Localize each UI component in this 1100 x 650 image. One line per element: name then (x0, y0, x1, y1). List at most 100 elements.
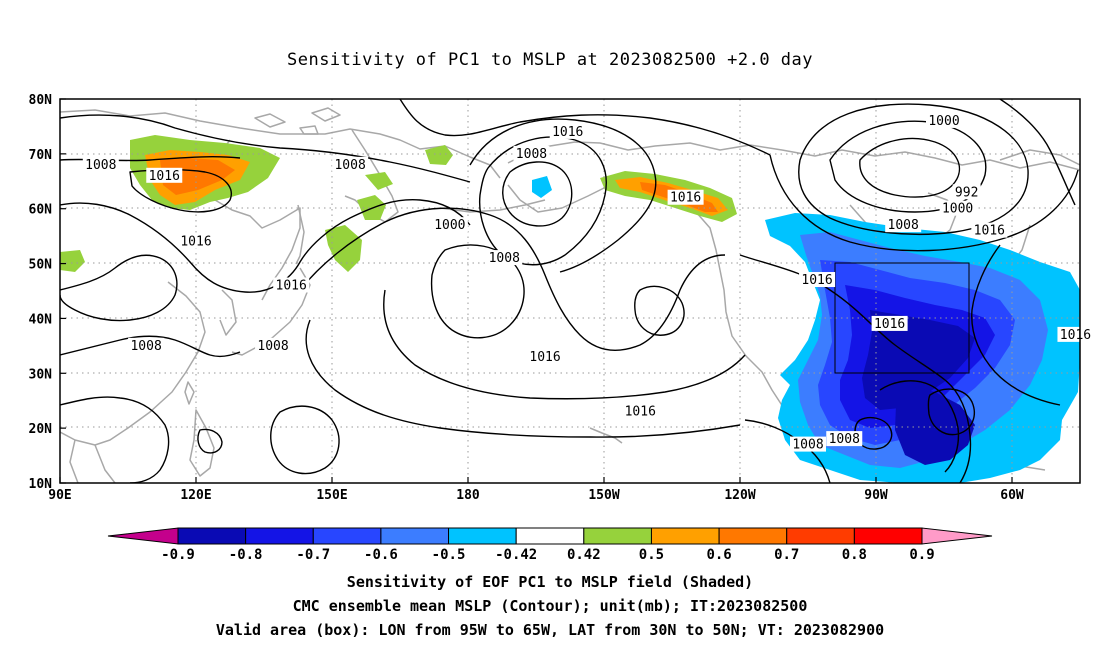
contour-label: 1016 (529, 350, 560, 365)
contour-label-bg (971, 222, 1008, 238)
colorbar-label: -0.7 (296, 547, 330, 563)
lat-tick-label: 40N (29, 312, 53, 327)
colorbar-swatch (448, 527, 517, 545)
contour-label-bg (826, 431, 863, 447)
contour-label-bg (871, 315, 908, 331)
shade-green-chukotka (365, 172, 393, 190)
lon-tick-label: 90W (864, 488, 888, 503)
lon-tick-label: 90E (48, 488, 71, 503)
colorbar-label: -0.6 (364, 547, 398, 563)
lat-tick-label: 30N (29, 367, 53, 382)
contour-1016-north (399, 99, 771, 156)
contour-label: 1016 (552, 125, 583, 140)
contour-1016-south-pacific (305, 319, 741, 438)
contour-label: 992 (955, 185, 978, 200)
colorbar-high-arrow (921, 527, 993, 545)
coastline-arctic-canada (749, 144, 1080, 171)
contour-label-bg (790, 436, 826, 452)
contour-label-bg (128, 337, 165, 353)
sensitivity-shading (60, 135, 1080, 483)
contour-label-bg (885, 217, 922, 233)
coastline-indochina (69, 439, 116, 483)
contour-1008-gulf (854, 416, 893, 450)
contour-label-bg (549, 123, 586, 139)
lat-tick-label: 70N (29, 148, 53, 163)
axis-labels: 90E 120E 150E 180 150W 120W 90W 60W 80N 70N 60N 50N… (29, 93, 1024, 503)
colorbar-swatch (515, 527, 585, 545)
colorbar-label: 0.5 (639, 547, 664, 563)
caption-line-3: Valid area (box): LON from 95W to 65W, L… (215, 621, 885, 639)
lat-tick-label: 80N (29, 93, 53, 108)
contour-label: 1016 (276, 279, 307, 294)
contour-label: 1000 (928, 114, 959, 129)
colorbar-swatch (786, 527, 855, 545)
contour-992-arctic-low (859, 137, 961, 198)
contour-1008-central (60, 335, 241, 358)
contour-label: 1008 (85, 158, 116, 173)
coastline-korea (219, 289, 237, 336)
contour-1016-west-pacific-circle (270, 405, 340, 475)
contour-label-bg (82, 156, 119, 172)
colorbar-swatch (583, 527, 652, 545)
contour-label-bg (799, 272, 836, 288)
colorbar-swatch (177, 527, 247, 545)
lon-tick-label: 150W (588, 488, 619, 503)
colorbar-label: 0.7 (774, 547, 799, 563)
contour-label: 1008 (257, 339, 288, 354)
colorbar-swatch (650, 527, 720, 545)
contour-label-bg (486, 250, 523, 266)
colorbar-label: -0.8 (229, 547, 263, 563)
colorbar-swatch (380, 527, 450, 545)
contour-1016-east-pacific-high (634, 285, 685, 336)
colorbar: -0.9 -0.8 -0.7 -0.6 -0.5 -0.42 0.42 0.5 0.6 0.7 0.… (107, 527, 993, 563)
contour-label-bg (513, 145, 550, 161)
contour-label: 1016 (801, 273, 832, 288)
contour-1000-arctic-low (829, 120, 987, 213)
contour-1008-caribbean (879, 380, 960, 473)
colorbar-label: -0.9 (161, 547, 195, 563)
contour-label-bg (622, 403, 659, 419)
contour-label: 1008 (888, 218, 919, 233)
contour-label: 1016 (625, 405, 656, 420)
shade-navy-gulf (895, 385, 975, 465)
contour-label: 1016 (149, 169, 180, 184)
colorbar-swatch (853, 527, 923, 545)
contour-label: 1008 (489, 251, 520, 266)
contour-label-bg (952, 184, 981, 200)
contour-label-bg (178, 233, 214, 249)
contour-label-bg (332, 156, 369, 172)
contour-1008-low-sea (197, 428, 223, 454)
shade-green-bering (425, 145, 453, 165)
contour-label: 1008 (334, 158, 365, 173)
plot-frame (59, 98, 1081, 484)
contour-label-bg (255, 337, 292, 353)
colorbar-label: 0.9 (909, 547, 934, 563)
lat-tick-label: 20N (29, 422, 53, 437)
contour-label: 1008 (516, 147, 547, 162)
lat-tick-label: 50N (29, 258, 53, 273)
contour-1016-big-high (299, 207, 726, 351)
contour-1016-atlantic (971, 244, 1061, 406)
caption-line-2: CMC ensemble mean MSLP (Contour); unit(m… (292, 597, 808, 615)
coastline-aleutians (439, 199, 546, 213)
contour-1000-east (999, 99, 1076, 206)
contour-label-bg (146, 167, 183, 183)
colorbar-label: 0.6 (706, 547, 731, 563)
shade-green-okhotsk (357, 195, 386, 220)
shade-red-siberia (160, 158, 235, 195)
contour-label-bg (926, 112, 962, 128)
shade-cyan-pacific (532, 176, 552, 198)
contour-label: 1000 (434, 218, 465, 233)
contour-label: 1000 (942, 202, 973, 217)
contour-1016-inner (383, 289, 746, 400)
contour-label: 1008 (130, 339, 161, 354)
contour-1008-taiwan (60, 396, 170, 483)
contour-label-bg (273, 277, 310, 293)
colorbar-swatch (718, 527, 788, 545)
lat-tick-label: 60N (29, 203, 53, 218)
lon-tick-label: 150E (316, 488, 347, 503)
colorbar-swatch (312, 527, 382, 545)
contour-1000-bering-low (502, 161, 573, 227)
shade-green-china (60, 250, 85, 272)
